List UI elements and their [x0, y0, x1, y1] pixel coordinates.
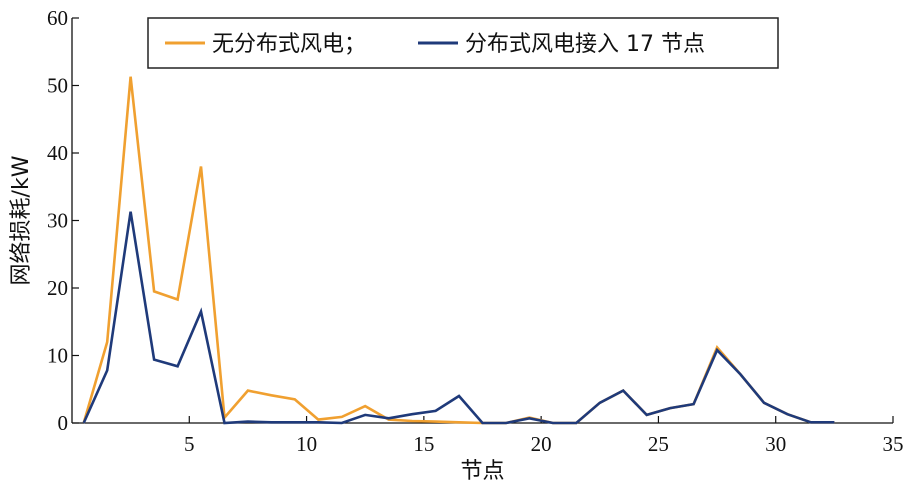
x-tick-label: 15 — [413, 432, 434, 456]
legend-box — [147, 17, 779, 69]
series-line-no-wind — [82, 76, 835, 425]
y-tick-label: 50 — [47, 74, 68, 98]
y-tick-label: 10 — [47, 344, 68, 368]
axes: 5 10 15 20 25 30 35 0 10 20 30 40 50 60 — [47, 6, 904, 456]
x-tick-label: 25 — [648, 432, 669, 456]
y-tick-label: 20 — [47, 276, 68, 300]
series-line-wind-node-17 — [82, 211, 835, 425]
x-tick-label: 20 — [531, 432, 552, 456]
series-layer — [82, 76, 835, 425]
legend: 无分布式风电； 分布式风电接入 17 节点 — [147, 17, 779, 69]
x-tick-label: 30 — [765, 432, 786, 456]
legend-label-no-wind: 无分布式风电； — [212, 32, 366, 57]
x-axis-label: 节点 — [460, 459, 504, 484]
y-tick-label: 40 — [47, 141, 68, 165]
x-tick-label: 35 — [883, 432, 904, 456]
x-tick-label: 5 — [184, 432, 195, 456]
y-axis-label: 网络损耗/kW — [9, 155, 34, 285]
legend-label-wind-node-17: 分布式风电接入 17 节点 — [465, 32, 705, 57]
x-tick-label: 10 — [296, 432, 317, 456]
y-tick-label: 30 — [47, 209, 68, 233]
y-tick-label: 0 — [58, 411, 69, 435]
y-tick-label: 60 — [47, 6, 68, 30]
